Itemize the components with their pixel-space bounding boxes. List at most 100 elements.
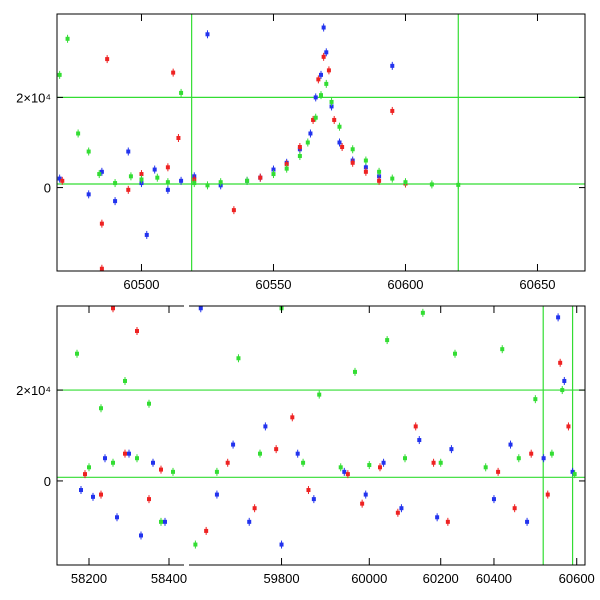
data-point [306, 488, 311, 493]
data-point [326, 68, 331, 73]
data-point [115, 515, 119, 520]
data-point [340, 145, 345, 150]
series-1 [83, 306, 571, 535]
data-point [360, 501, 365, 506]
data-point [279, 542, 284, 547]
data-point [147, 401, 151, 406]
series-2 [75, 306, 577, 549]
data-point [214, 492, 219, 497]
data-point [491, 497, 496, 502]
data-point [152, 167, 157, 172]
data-point [57, 72, 62, 77]
y-tick-label: 0 [44, 181, 51, 196]
series-0 [79, 306, 575, 549]
data-point [155, 175, 160, 180]
data-point [316, 77, 321, 82]
data-point [231, 208, 236, 213]
bottom-panel-frame [56, 305, 586, 566]
axis-break [184, 563, 189, 567]
data-point [429, 182, 434, 187]
data-point [453, 351, 457, 356]
data-point [308, 131, 313, 136]
data-point [204, 528, 209, 533]
data-point [508, 442, 513, 447]
data-point [127, 451, 131, 456]
data-point [159, 519, 163, 524]
data-point [413, 424, 418, 429]
data-point [179, 178, 184, 183]
data-point [135, 456, 139, 461]
data-point [556, 315, 561, 320]
data-point [135, 328, 139, 333]
data-point [295, 451, 300, 456]
data-point [377, 169, 382, 174]
bottom-panel: 58200 58400 59800 60000 60200 60400 60600 [56, 304, 595, 586]
data-point [456, 182, 461, 187]
data-point [403, 456, 407, 461]
data-point [65, 36, 70, 41]
data-point [378, 465, 382, 470]
data-point [367, 463, 372, 468]
data-point [399, 506, 404, 511]
data-point [258, 175, 263, 180]
data-point [403, 180, 408, 185]
data-point [192, 181, 197, 186]
data-point [60, 178, 65, 183]
data-point [247, 519, 252, 524]
data-point [79, 488, 83, 493]
data-point [126, 187, 131, 192]
data-point [390, 108, 395, 113]
y-tick-label: 0 [44, 474, 51, 489]
data-point [75, 351, 79, 356]
data-point [86, 149, 91, 154]
data-point [321, 25, 326, 30]
data-point [83, 472, 87, 477]
data-point [274, 447, 279, 452]
data-point [103, 456, 107, 461]
series-2 [57, 34, 461, 190]
data-point [151, 460, 155, 465]
data-point [87, 465, 91, 470]
data-point [123, 451, 127, 456]
data-point [179, 90, 184, 95]
data-point [99, 492, 103, 497]
data-point [500, 347, 505, 352]
data-point [363, 169, 368, 174]
x-tick-label: 60000 [351, 571, 387, 586]
x-tick-label: 60200 [423, 571, 459, 586]
data-point [377, 178, 382, 183]
data-point [113, 199, 118, 204]
data-point [86, 192, 91, 197]
data-point [363, 158, 368, 163]
data-point [313, 95, 318, 100]
data-point [99, 221, 104, 226]
data-point [139, 177, 144, 182]
x-tick-label: 59800 [263, 571, 299, 586]
data-point [126, 149, 131, 154]
data-point [337, 140, 342, 145]
data-point [252, 506, 257, 511]
data-point [311, 117, 316, 122]
data-point [342, 469, 347, 474]
data-point [263, 424, 268, 429]
data-point [445, 519, 450, 524]
data-point [198, 306, 203, 311]
x-tick-label: 60500 [123, 277, 159, 292]
data-point [99, 266, 104, 271]
data-point [111, 306, 115, 311]
data-point [417, 438, 422, 443]
data-point [496, 469, 501, 474]
data-point [329, 104, 334, 109]
data-point [76, 131, 81, 136]
data-point [99, 169, 104, 174]
data-point [350, 160, 355, 165]
axis-break [184, 304, 189, 308]
data-point [390, 63, 395, 68]
data-point [165, 187, 170, 192]
data-point [271, 172, 276, 177]
data-point [218, 180, 223, 185]
data-point [350, 147, 355, 152]
top-panel-frame [56, 13, 586, 272]
data-point [324, 50, 329, 55]
